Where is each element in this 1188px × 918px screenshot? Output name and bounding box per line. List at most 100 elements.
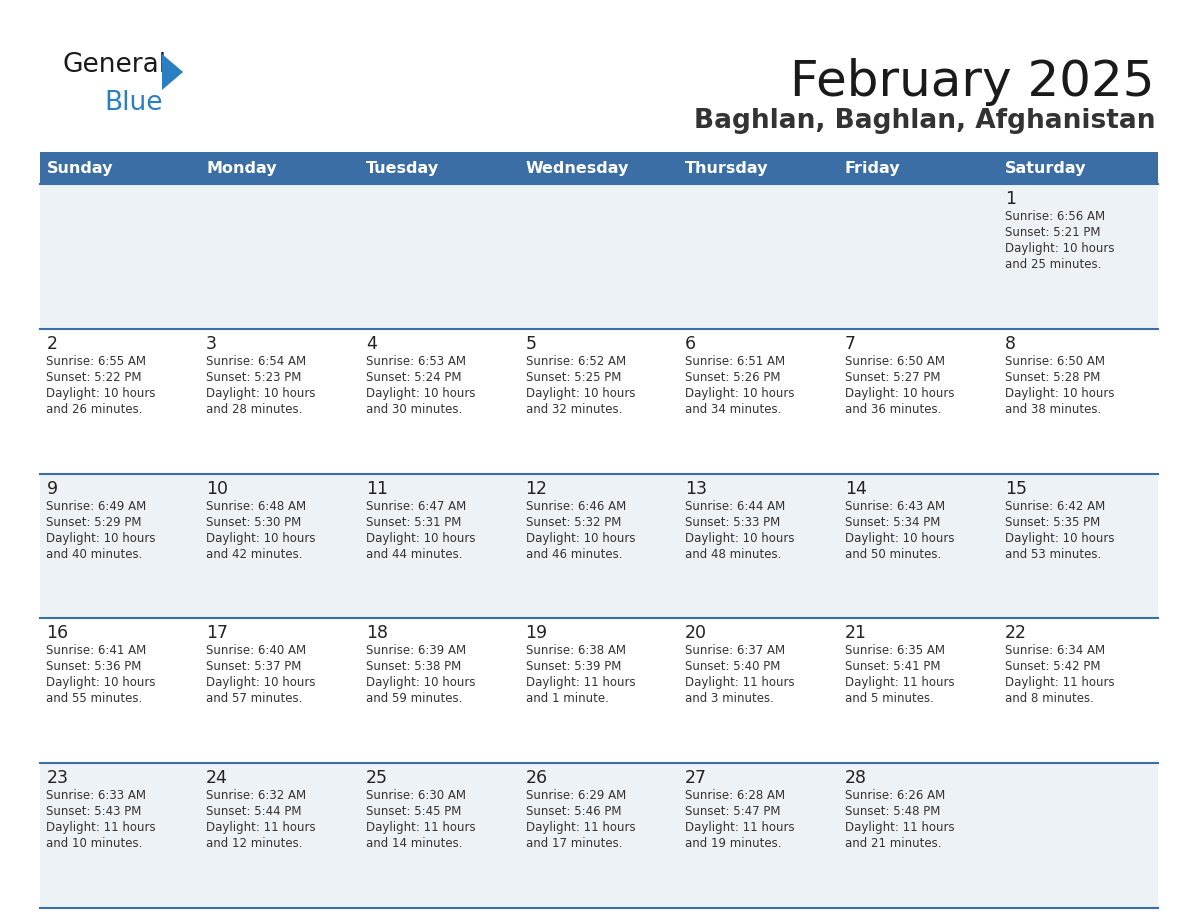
Text: and 34 minutes.: and 34 minutes. bbox=[685, 403, 782, 416]
Text: Sunset: 5:45 PM: Sunset: 5:45 PM bbox=[366, 805, 461, 818]
Text: Sunrise: 6:34 AM: Sunrise: 6:34 AM bbox=[1005, 644, 1105, 657]
Text: Sunrise: 6:51 AM: Sunrise: 6:51 AM bbox=[685, 354, 785, 368]
Text: and 5 minutes.: and 5 minutes. bbox=[845, 692, 934, 705]
Text: Daylight: 10 hours: Daylight: 10 hours bbox=[366, 677, 475, 689]
Text: Sunset: 5:31 PM: Sunset: 5:31 PM bbox=[366, 516, 461, 529]
Text: and 53 minutes.: and 53 minutes. bbox=[1005, 548, 1101, 561]
Text: Daylight: 10 hours: Daylight: 10 hours bbox=[206, 677, 316, 689]
Text: Sunset: 5:22 PM: Sunset: 5:22 PM bbox=[46, 371, 141, 384]
Text: 26: 26 bbox=[525, 769, 548, 788]
Text: Sunrise: 6:40 AM: Sunrise: 6:40 AM bbox=[206, 644, 307, 657]
Text: Sunday: Sunday bbox=[46, 161, 113, 175]
Text: Thursday: Thursday bbox=[685, 161, 769, 175]
Text: Sunrise: 6:48 AM: Sunrise: 6:48 AM bbox=[206, 499, 307, 512]
Text: and 32 minutes.: and 32 minutes. bbox=[525, 403, 621, 416]
Text: 8: 8 bbox=[1005, 335, 1016, 353]
Bar bbox=[40, 184, 1158, 329]
Text: Sunset: 5:27 PM: Sunset: 5:27 PM bbox=[845, 371, 941, 384]
Text: Sunrise: 6:35 AM: Sunrise: 6:35 AM bbox=[845, 644, 944, 657]
Text: Sunset: 5:35 PM: Sunset: 5:35 PM bbox=[1005, 516, 1100, 529]
Text: and 40 minutes.: and 40 minutes. bbox=[46, 548, 143, 561]
Text: Sunset: 5:34 PM: Sunset: 5:34 PM bbox=[845, 516, 941, 529]
Text: Sunrise: 6:53 AM: Sunrise: 6:53 AM bbox=[366, 354, 466, 368]
Text: Sunset: 5:43 PM: Sunset: 5:43 PM bbox=[46, 805, 141, 818]
Text: Sunset: 5:30 PM: Sunset: 5:30 PM bbox=[206, 516, 302, 529]
Bar bbox=[40, 329, 1158, 474]
Text: 11: 11 bbox=[366, 479, 387, 498]
Text: Daylight: 10 hours: Daylight: 10 hours bbox=[1005, 532, 1114, 544]
Text: 3: 3 bbox=[206, 335, 217, 353]
Text: 21: 21 bbox=[845, 624, 867, 643]
Text: Daylight: 11 hours: Daylight: 11 hours bbox=[525, 677, 636, 689]
Text: Sunrise: 6:43 AM: Sunrise: 6:43 AM bbox=[845, 499, 946, 512]
Text: Sunrise: 6:46 AM: Sunrise: 6:46 AM bbox=[525, 499, 626, 512]
Text: Sunrise: 6:42 AM: Sunrise: 6:42 AM bbox=[1005, 499, 1105, 512]
Text: Daylight: 10 hours: Daylight: 10 hours bbox=[525, 532, 636, 544]
Text: Sunrise: 6:54 AM: Sunrise: 6:54 AM bbox=[206, 354, 307, 368]
Text: Daylight: 10 hours: Daylight: 10 hours bbox=[845, 386, 954, 400]
Text: and 44 minutes.: and 44 minutes. bbox=[366, 548, 462, 561]
Text: 14: 14 bbox=[845, 479, 867, 498]
Text: and 3 minutes.: and 3 minutes. bbox=[685, 692, 775, 705]
Text: Sunrise: 6:50 AM: Sunrise: 6:50 AM bbox=[1005, 354, 1105, 368]
Text: Daylight: 10 hours: Daylight: 10 hours bbox=[525, 386, 636, 400]
Text: 5: 5 bbox=[525, 335, 537, 353]
Text: Daylight: 10 hours: Daylight: 10 hours bbox=[685, 386, 795, 400]
Text: 18: 18 bbox=[366, 624, 387, 643]
Text: and 1 minute.: and 1 minute. bbox=[525, 692, 608, 705]
Text: 24: 24 bbox=[206, 769, 228, 788]
Text: Daylight: 10 hours: Daylight: 10 hours bbox=[1005, 386, 1114, 400]
Text: Daylight: 11 hours: Daylight: 11 hours bbox=[525, 822, 636, 834]
Bar bbox=[40, 619, 1158, 763]
Text: Daylight: 10 hours: Daylight: 10 hours bbox=[46, 386, 156, 400]
Text: 10: 10 bbox=[206, 479, 228, 498]
Text: Sunset: 5:28 PM: Sunset: 5:28 PM bbox=[1005, 371, 1100, 384]
Text: Daylight: 11 hours: Daylight: 11 hours bbox=[685, 677, 795, 689]
Bar bbox=[40, 152, 1158, 184]
Text: Sunset: 5:26 PM: Sunset: 5:26 PM bbox=[685, 371, 781, 384]
Text: Daylight: 10 hours: Daylight: 10 hours bbox=[685, 532, 795, 544]
Text: Baghlan, Baghlan, Afghanistan: Baghlan, Baghlan, Afghanistan bbox=[694, 108, 1155, 134]
Text: and 12 minutes.: and 12 minutes. bbox=[206, 837, 303, 850]
Text: and 48 minutes.: and 48 minutes. bbox=[685, 548, 782, 561]
Text: and 57 minutes.: and 57 minutes. bbox=[206, 692, 303, 705]
Text: Daylight: 10 hours: Daylight: 10 hours bbox=[366, 532, 475, 544]
Text: Tuesday: Tuesday bbox=[366, 161, 438, 175]
Text: and 55 minutes.: and 55 minutes. bbox=[46, 692, 143, 705]
Text: Sunrise: 6:47 AM: Sunrise: 6:47 AM bbox=[366, 499, 466, 512]
Text: Sunrise: 6:38 AM: Sunrise: 6:38 AM bbox=[525, 644, 626, 657]
Text: Daylight: 11 hours: Daylight: 11 hours bbox=[845, 822, 955, 834]
Text: 20: 20 bbox=[685, 624, 707, 643]
Text: Sunrise: 6:50 AM: Sunrise: 6:50 AM bbox=[845, 354, 944, 368]
Text: Daylight: 10 hours: Daylight: 10 hours bbox=[206, 386, 316, 400]
Text: and 28 minutes.: and 28 minutes. bbox=[206, 403, 303, 416]
Text: Sunrise: 6:41 AM: Sunrise: 6:41 AM bbox=[46, 644, 146, 657]
Text: 25: 25 bbox=[366, 769, 387, 788]
Text: 17: 17 bbox=[206, 624, 228, 643]
Text: Sunset: 5:24 PM: Sunset: 5:24 PM bbox=[366, 371, 461, 384]
Text: Daylight: 11 hours: Daylight: 11 hours bbox=[366, 822, 475, 834]
Text: and 19 minutes.: and 19 minutes. bbox=[685, 837, 782, 850]
Text: and 10 minutes.: and 10 minutes. bbox=[46, 837, 143, 850]
Text: Daylight: 10 hours: Daylight: 10 hours bbox=[46, 532, 156, 544]
Text: Daylight: 11 hours: Daylight: 11 hours bbox=[206, 822, 316, 834]
Bar bbox=[40, 763, 1158, 908]
Text: Sunrise: 6:49 AM: Sunrise: 6:49 AM bbox=[46, 499, 146, 512]
Text: Monday: Monday bbox=[206, 161, 277, 175]
Bar bbox=[40, 474, 1158, 619]
Text: Daylight: 11 hours: Daylight: 11 hours bbox=[46, 822, 156, 834]
Text: Sunrise: 6:29 AM: Sunrise: 6:29 AM bbox=[525, 789, 626, 802]
Text: Sunset: 5:25 PM: Sunset: 5:25 PM bbox=[525, 371, 621, 384]
Text: Daylight: 10 hours: Daylight: 10 hours bbox=[206, 532, 316, 544]
Text: Sunset: 5:33 PM: Sunset: 5:33 PM bbox=[685, 516, 781, 529]
Text: and 42 minutes.: and 42 minutes. bbox=[206, 548, 303, 561]
Text: Sunrise: 6:26 AM: Sunrise: 6:26 AM bbox=[845, 789, 946, 802]
Text: Sunset: 5:46 PM: Sunset: 5:46 PM bbox=[525, 805, 621, 818]
Text: 9: 9 bbox=[46, 479, 57, 498]
Text: Sunrise: 6:39 AM: Sunrise: 6:39 AM bbox=[366, 644, 466, 657]
Text: Daylight: 10 hours: Daylight: 10 hours bbox=[1005, 242, 1114, 255]
Text: 2: 2 bbox=[46, 335, 57, 353]
Text: Friday: Friday bbox=[845, 161, 901, 175]
Text: 19: 19 bbox=[525, 624, 548, 643]
Text: 15: 15 bbox=[1005, 479, 1026, 498]
